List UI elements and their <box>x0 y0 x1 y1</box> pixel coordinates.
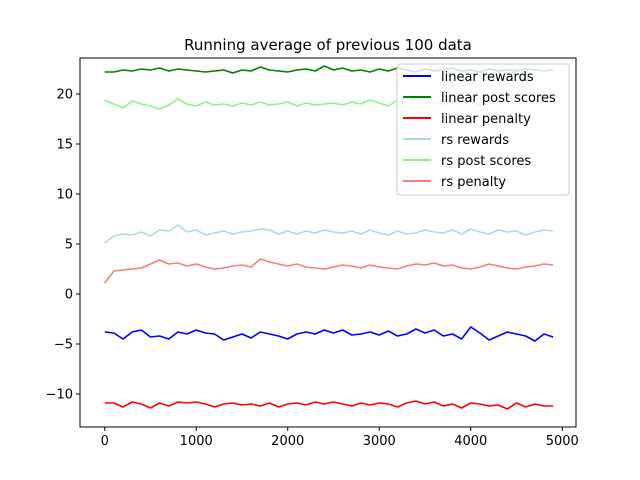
y-tick-label: −5 <box>54 338 73 353</box>
legend-label: linear rewards <box>441 70 534 85</box>
legend-label: rs penalty <box>441 175 506 190</box>
y-axis: −10 −5 0 5 10 15 20 <box>46 88 80 403</box>
x-tick-label: 1000 <box>180 434 213 449</box>
x-tick-label: 4000 <box>454 434 487 449</box>
x-axis: 0 1000 2000 3000 4000 5000 <box>101 427 579 449</box>
legend-label: rs rewards <box>441 133 509 148</box>
x-tick-label: 2000 <box>271 434 304 449</box>
series-line-linear-rewards <box>104 326 554 342</box>
y-tick-label: 20 <box>56 88 73 103</box>
chart-title: Running average of previous 100 data <box>184 36 472 54</box>
x-tick-label: 0 <box>101 434 109 449</box>
series-line-linear-penalty <box>104 400 554 410</box>
legend-label: linear penalty <box>441 112 531 127</box>
y-tick-label: −10 <box>46 388 73 403</box>
legend-label: rs post scores <box>441 154 531 169</box>
x-tick-label: 3000 <box>363 434 396 449</box>
legend-label: linear post scores <box>441 91 556 106</box>
legend-box <box>396 63 570 196</box>
x-tick-label: 5000 <box>546 434 579 449</box>
y-tick-label: 15 <box>56 138 73 153</box>
series-layer <box>104 65 554 410</box>
y-tick-label: 0 <box>65 288 73 303</box>
plot-frame <box>79 57 577 428</box>
series-line-rs-penalty <box>104 258 554 284</box>
y-tick-label: 5 <box>65 238 73 253</box>
y-tick-label: 10 <box>56 188 73 203</box>
series-line-rs-rewards <box>104 224 554 244</box>
legend: linear rewards linear post scores linear p… <box>396 63 570 196</box>
